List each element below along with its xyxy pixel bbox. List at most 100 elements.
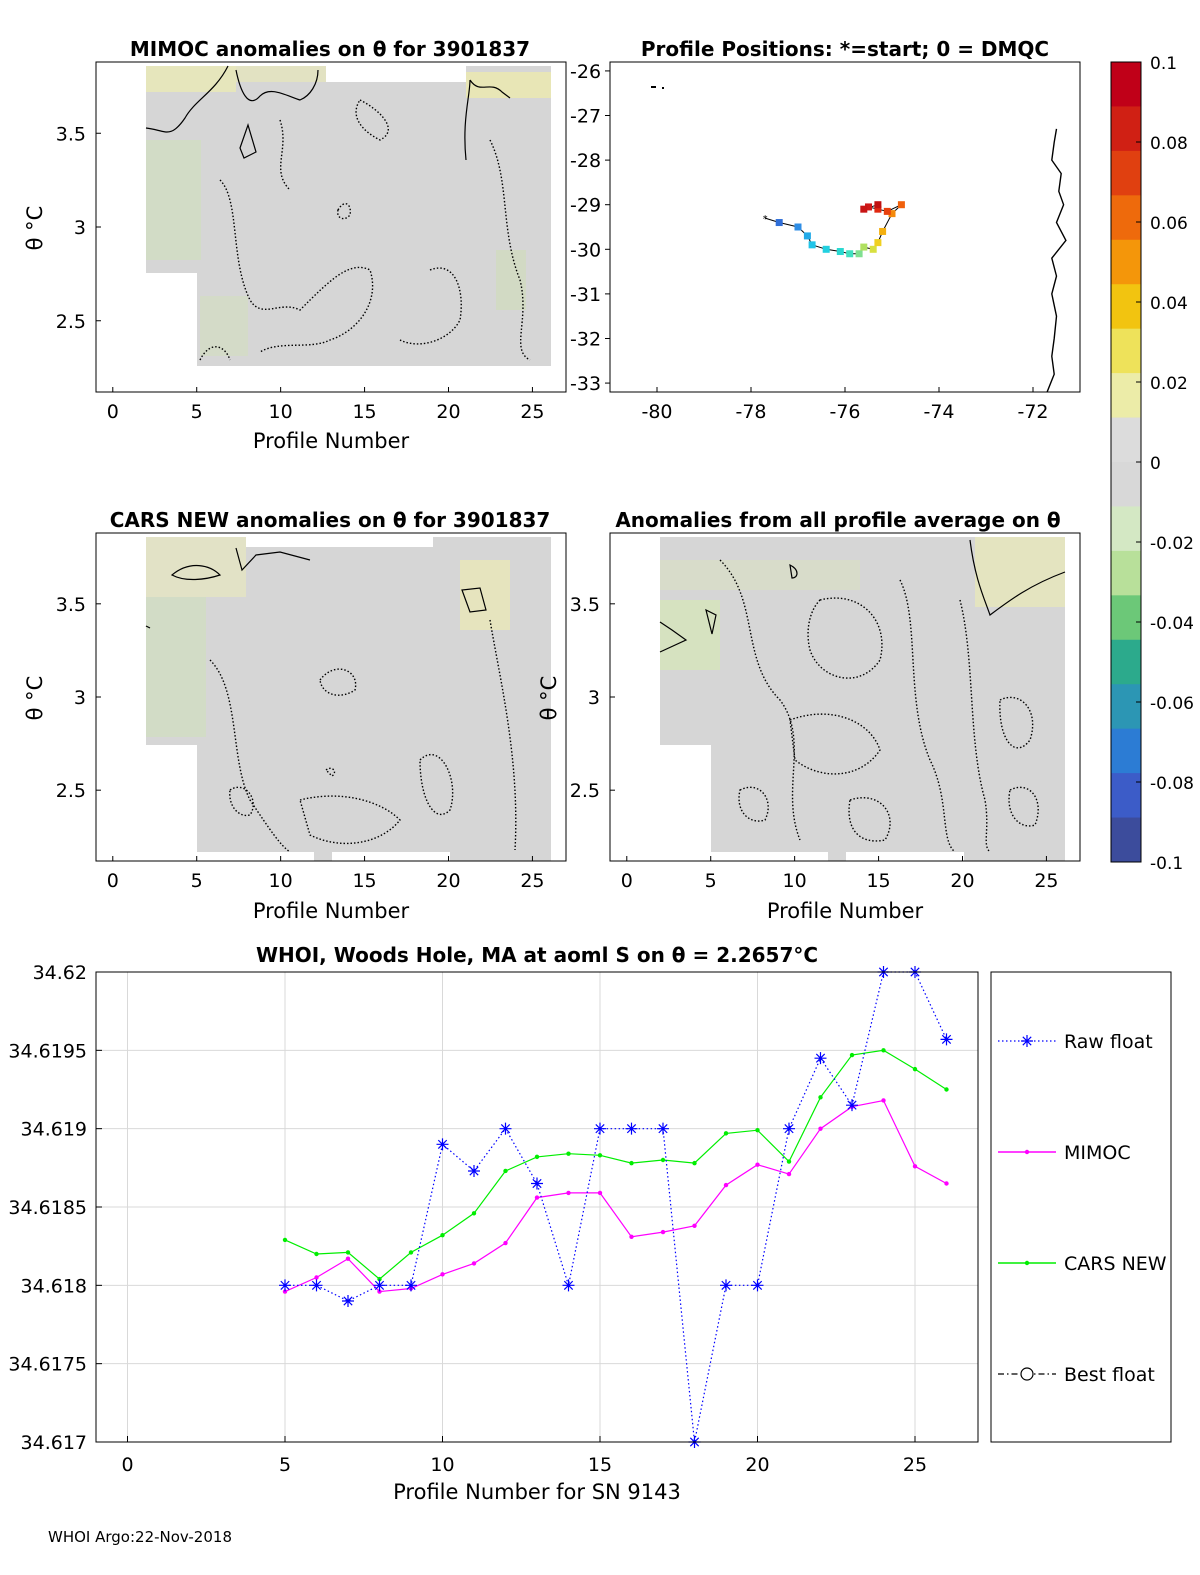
raw-float-point [310, 1279, 323, 1292]
positions-panel: Profile Positions: *=start; 0 = DMQC * -… [570, 37, 1081, 423]
y-tick-label: 34.6195 [8, 1040, 87, 1062]
cars-point [471, 1211, 477, 1216]
profile-marker [822, 245, 830, 253]
colorbar-swatch [1111, 328, 1141, 374]
cars-ticks: 0 5 10 15 20 25 2.5 3 3.5 [56, 594, 545, 892]
mimoc-xlabel: Profile Number [253, 429, 410, 453]
positions-axes [609, 61, 1081, 393]
x-tick-label: 10 [269, 401, 293, 423]
colorbar-swatch [1111, 106, 1141, 152]
legend-label: MIMOC [1064, 1142, 1131, 1164]
legend-label: CARS NEW [1064, 1253, 1167, 1275]
mimoc-point [944, 1181, 949, 1186]
colorbar-swatch [1111, 550, 1141, 596]
raw-float-point [657, 1122, 669, 1135]
positions-title: Profile Positions: *=start; 0 = DMQC [641, 37, 1049, 61]
x-tick-label: 0 [121, 1454, 133, 1476]
raw-float-point [594, 1122, 606, 1135]
raw-float-point [783, 1122, 795, 1135]
raw-float-point [499, 1122, 512, 1135]
legend-marker [1024, 1149, 1030, 1155]
colorbar-tick-label: 0.04 [1150, 294, 1188, 314]
profile-marker [808, 241, 816, 249]
raw-float-point [940, 1033, 953, 1046]
colorbar-tick-label: 0.06 [1150, 214, 1188, 234]
y-tick-label: 3.5 [56, 123, 86, 145]
profile-marker [860, 205, 868, 213]
profile-marker [803, 232, 811, 240]
y-tick-label: -33 [570, 373, 601, 395]
profile-marker [874, 201, 882, 209]
series-line-raw-float [285, 971, 948, 1443]
mimoc-point [912, 1164, 918, 1169]
colorbar-tick-label: 0.08 [1150, 134, 1188, 154]
x-tick-label: 10 [269, 870, 293, 892]
x-tick-label: 25 [1034, 870, 1058, 892]
y-tick-label: 34.62 [33, 962, 87, 984]
legend-box [990, 971, 1172, 1443]
mimoc-ticks: 0 5 10 15 20 25 2.5 3 3.5 [56, 123, 545, 423]
legend-marker [1020, 1367, 1034, 1381]
y-tick-label: 34.619 [21, 1119, 87, 1141]
profile-marker [874, 205, 882, 213]
y-tick-label: -27 [570, 106, 601, 128]
colorbar-tick-label: -0.06 [1150, 694, 1194, 714]
profile-marker [888, 210, 896, 218]
colorbar-tick-label: -0.02 [1150, 534, 1194, 554]
colorbar-swatch [1111, 773, 1141, 819]
colorbar-swatch [1111, 817, 1141, 863]
y-tick-label: -32 [570, 328, 601, 350]
start-marker: * [763, 214, 768, 225]
x-tick-label: 5 [191, 401, 203, 423]
x-tick-label: -80 [641, 401, 672, 423]
raw-float-point [625, 1122, 638, 1135]
y-tick-label: 34.6185 [8, 1197, 87, 1219]
cars-point [723, 1131, 729, 1136]
colorbar-tick-label: 0.1 [1150, 54, 1177, 74]
cars-point [314, 1251, 319, 1257]
cars-point [377, 1276, 382, 1282]
raw-float-point [531, 1177, 543, 1190]
y-tick-label: -31 [570, 284, 601, 306]
mimoc-point [660, 1229, 666, 1235]
salinity-title: WHOI, Woods Hole, MA at aoml S on θ = 2.… [256, 943, 818, 967]
salinity-ticks: 0 5 10 15 20 25 34.617 34.6175 34.618 34.6185 34.6… [8, 962, 927, 1476]
mimoc-point [723, 1182, 729, 1188]
profile-marker [836, 248, 844, 256]
x-tick-label: 5 [191, 870, 203, 892]
profile-marker [869, 245, 877, 253]
profile-marker [883, 207, 891, 215]
x-tick-label: -76 [829, 401, 860, 423]
profile-marker [874, 239, 882, 247]
x-tick-label: 15 [588, 1454, 612, 1476]
mimoc-point [345, 1256, 351, 1261]
cars-title: CARS NEW anomalies on θ for 3901837 [110, 508, 551, 532]
cars-field [145, 537, 551, 861]
mimoc-point [881, 1098, 886, 1103]
mimoc-field [145, 65, 551, 366]
mimoc-panel: MIMOC anomalies on θ for 3901837 [23, 37, 567, 453]
y-tick-label: 2.5 [56, 311, 86, 333]
x-tick-label: 15 [352, 401, 376, 423]
y-tick-label: 2.5 [570, 780, 600, 802]
salinity-grid [96, 971, 978, 1443]
cars-point [566, 1151, 571, 1156]
raw-float-point [279, 1279, 291, 1292]
mimoc-point [566, 1190, 571, 1196]
colorbar-swatch [1111, 239, 1141, 285]
salinity-series [279, 966, 953, 1448]
y-tick-label: 3.5 [56, 594, 86, 616]
colorbar-tick-label: -0.04 [1150, 614, 1194, 634]
avg-panel: Anomalies from all profile average on θ … [537, 508, 1081, 923]
avg-xlabel: Profile Number [767, 899, 924, 923]
x-tick-label: 20 [436, 870, 460, 892]
y-tick-label: 34.6175 [8, 1354, 87, 1376]
colorbar-swatch [1111, 684, 1141, 730]
colorbar-tick-label: -0.08 [1150, 774, 1194, 794]
x-tick-label: 20 [436, 401, 460, 423]
x-tick-label: 15 [352, 870, 376, 892]
avg-ticks: 0 5 10 15 20 25 2.5 3 3.5 [570, 594, 1059, 892]
cars-point [408, 1250, 414, 1255]
legend-marker [1024, 1260, 1030, 1266]
